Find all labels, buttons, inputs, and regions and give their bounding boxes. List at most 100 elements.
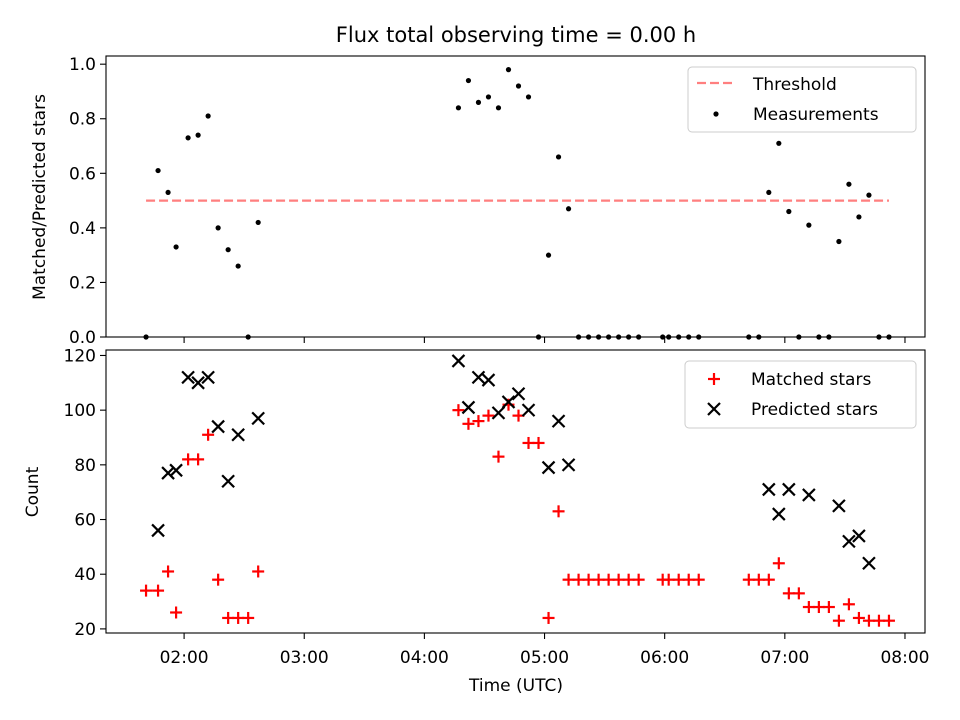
matched-stars-point (562, 573, 575, 586)
matched-stars-point (762, 573, 775, 586)
matched-stars-point (682, 573, 695, 586)
predicted-stars-point (802, 488, 816, 502)
bottom-x-ticks: 02:00 03:00 04:00 05:00 06:00 07:00 08:00 (160, 633, 929, 668)
measurement-point (495, 105, 502, 111)
predicted-stars-point (151, 523, 165, 538)
legend-measurements-swatch (713, 111, 719, 117)
top-y-tick-label: 1.0 (69, 55, 96, 75)
x-tick-label: 07:00 (760, 648, 809, 668)
matched-stars-point (522, 436, 535, 449)
matched-stars-point (192, 453, 205, 466)
measurement-point (455, 105, 462, 111)
measurement-point (515, 83, 522, 89)
measurement-point (555, 154, 562, 160)
predicted-stars-point (842, 534, 856, 549)
matched-stars-point (672, 573, 685, 586)
legend-threshold-label: Threshold (752, 75, 837, 95)
top-y-tick-label: 0.0 (69, 328, 96, 348)
predicted-stars-point (481, 373, 496, 387)
matched-stars-point (882, 614, 895, 627)
measurement-point (185, 135, 191, 141)
measurement-point (195, 132, 201, 138)
matched-stars-series (140, 398, 895, 627)
predicted-stars-point (181, 370, 195, 385)
measurement-point (836, 238, 842, 245)
matched-stars-point (472, 415, 485, 428)
top-y-tick-label: 0.2 (69, 273, 96, 293)
legend-matched-swatch (708, 373, 720, 385)
matched-stars-point (792, 587, 805, 600)
bottom-axes: 20 40 60 80 100 120 02:00 03:00 04:00 05:00 06:00… (23, 346, 929, 696)
bottom-legend-box (684, 360, 917, 429)
predicted-stars-point (772, 507, 786, 521)
matched-stars-point (222, 611, 235, 624)
x-tick-label: 03:00 (280, 648, 329, 668)
matched-stars-point (852, 611, 865, 624)
top-legend: Threshold Measurements (687, 66, 917, 133)
predicted-stars-point (231, 427, 245, 442)
matched-stars-point (832, 614, 845, 627)
measurement-point (205, 113, 211, 119)
top-legend-box (687, 66, 917, 133)
matched-stars-point (552, 505, 565, 518)
predicted-stars-point (471, 370, 486, 385)
predicted-stars-point (169, 463, 183, 478)
matched-stars-point (592, 573, 605, 586)
measurement-point (173, 244, 179, 250)
matched-stars-point (802, 601, 815, 614)
matched-stars-point (602, 573, 615, 586)
predicted-stars-point (221, 474, 235, 489)
matched-stars-point (752, 573, 765, 586)
bottom-y-tick-label: 120 (64, 346, 96, 366)
matched-stars-point (622, 573, 635, 586)
predicted-stars-point (511, 386, 526, 401)
top-y-tick-label: 0.8 (69, 110, 96, 130)
measurement-point (485, 94, 492, 100)
measurement-point (856, 214, 862, 220)
matched-stars-point (872, 614, 885, 627)
matched-stars-point (202, 428, 215, 441)
measurement-point (866, 192, 872, 198)
matched-stars-point (170, 606, 183, 619)
bottom-y-tick-label: 20 (74, 620, 96, 640)
bottom-y-tick-label: 80 (74, 456, 96, 476)
predicted-stars-point (541, 460, 556, 475)
matched-stars-point (232, 611, 245, 624)
measurement-point (776, 140, 782, 146)
top-y-ticks: 0.0 0.2 0.4 0.6 0.8 1.0 (69, 55, 106, 348)
measurement-point (786, 208, 792, 215)
matched-stars-point (692, 573, 705, 586)
measurement-point (465, 77, 472, 84)
matched-stars-point (140, 584, 153, 597)
matched-stars-point (542, 611, 555, 624)
predicted-stars-point (201, 370, 215, 385)
matched-stars-point (162, 565, 175, 578)
matched-stars-point (462, 417, 475, 430)
bottom-legend: Matched stars Predicted stars (684, 360, 917, 429)
matched-stars-point (772, 557, 785, 570)
top-y-tick-label: 0.6 (69, 164, 96, 184)
matched-stars-point (862, 614, 875, 627)
bottom-y-axis-label: Count (23, 466, 43, 517)
matched-stars-point (242, 611, 255, 624)
measurement-point (225, 247, 231, 253)
measurement-point (545, 252, 552, 258)
x-tick-label: 05:00 (520, 648, 569, 668)
matched-stars-point (532, 436, 545, 449)
predicted-stars-point (461, 400, 476, 415)
measurement-point (235, 263, 241, 269)
matched-stars-point (782, 587, 795, 600)
matched-stars-point (212, 573, 225, 586)
legend-predicted-label: Predicted stars (751, 400, 878, 420)
matched-stars-point (492, 450, 505, 463)
predicted-stars-point (521, 403, 536, 417)
predicted-stars-point (561, 458, 576, 472)
x-tick-label: 02:00 (160, 648, 209, 668)
predicted-stars-point (782, 482, 796, 497)
measurement-point (155, 167, 161, 174)
predicted-stars-point (251, 411, 265, 426)
matched-stars-point (252, 565, 265, 578)
legend-measurements-label: Measurements (753, 105, 879, 125)
measurement-point (846, 181, 852, 187)
